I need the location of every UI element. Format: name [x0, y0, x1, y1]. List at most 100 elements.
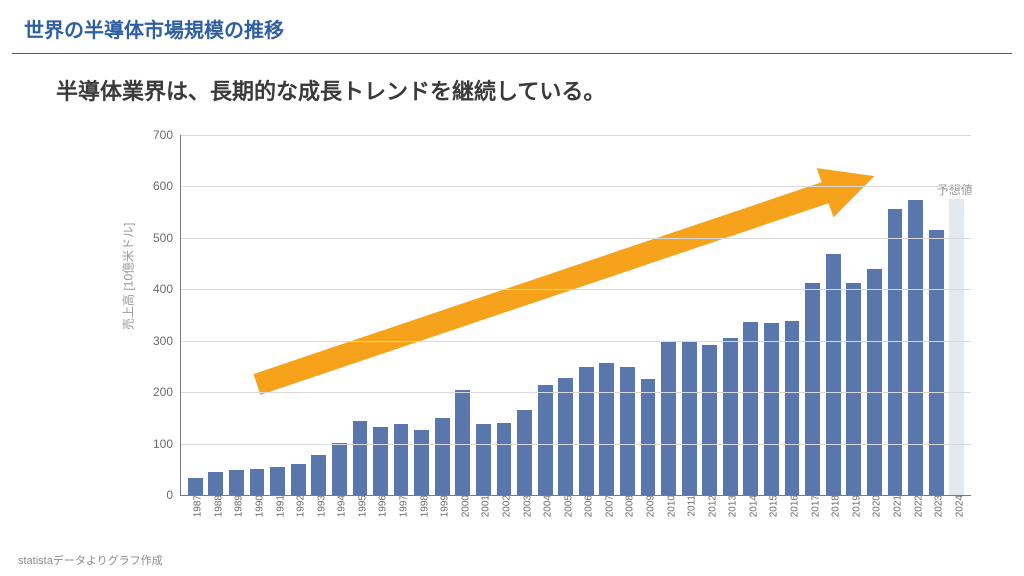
- gridline: [181, 238, 971, 239]
- plot-region: 1987198819891990199119921993199419951996…: [180, 135, 971, 496]
- xtick-label: 2003: [516, 495, 533, 517]
- bar-slot: 2018: [823, 135, 844, 495]
- xtick-label: 1998: [413, 495, 430, 517]
- ytick-label: 300: [153, 334, 181, 348]
- ytick-label: 100: [153, 437, 181, 451]
- xtick-label: 1993: [310, 495, 327, 517]
- gridline: [181, 186, 971, 187]
- bar-slot: 2005: [555, 135, 576, 495]
- bar-slot: 2007: [597, 135, 618, 495]
- bar: [641, 379, 656, 495]
- bar-slot: 2016: [782, 135, 803, 495]
- bar: [208, 472, 223, 495]
- gridline: [181, 392, 971, 393]
- bar-slot: 1989: [226, 135, 247, 495]
- gridline: [181, 289, 971, 290]
- xtick-label: 2000: [454, 495, 471, 517]
- bar: [373, 427, 388, 495]
- xtick-label: 1992: [290, 495, 307, 517]
- bar: [764, 323, 779, 495]
- bar-slot: 1992: [288, 135, 309, 495]
- bar-slot: 2002: [494, 135, 515, 495]
- bar: [888, 209, 903, 495]
- xtick-label: 2015: [763, 495, 780, 517]
- xtick-label: 2016: [784, 495, 801, 517]
- bar: [455, 390, 470, 495]
- xtick-label: 2007: [598, 495, 615, 517]
- bar: [743, 322, 758, 495]
- bar-slot: 2000: [453, 135, 474, 495]
- bar-slot: 2014: [741, 135, 762, 495]
- bar: [435, 418, 450, 495]
- xtick-label: 2018: [825, 495, 842, 517]
- bar-slot: 1994: [329, 135, 350, 495]
- bar-slot: 2019: [844, 135, 865, 495]
- bar: [846, 283, 861, 495]
- bar: [723, 338, 738, 495]
- bar-slot: 1998: [411, 135, 432, 495]
- xtick-label: 2004: [537, 495, 554, 517]
- xtick-label: 2009: [640, 495, 657, 517]
- bar: [599, 363, 614, 495]
- slide-root: 世界の半導体市場規模の推移 半導体業界は、長期的な成長トレンドを継続している。 …: [0, 0, 1024, 576]
- bar: [497, 423, 512, 496]
- bar: [188, 478, 203, 495]
- ytick-label: 200: [153, 385, 181, 399]
- bar: [229, 470, 244, 495]
- xtick-label: 1995: [351, 495, 368, 517]
- bar-slot: 1988: [206, 135, 227, 495]
- xtick-label: 1988: [207, 495, 224, 517]
- bar: [908, 200, 923, 495]
- bar: [579, 367, 594, 495]
- ytick-label: 700: [153, 128, 181, 142]
- bar-slot: 2010: [658, 135, 679, 495]
- xtick-label: 2002: [495, 495, 512, 517]
- bar-slot: 2017: [802, 135, 823, 495]
- xtick-label: 2020: [866, 495, 883, 517]
- bar: [682, 341, 697, 495]
- bar-slot: 2001: [473, 135, 494, 495]
- xtick-label: 2019: [845, 495, 862, 517]
- bars-container: 1987198819891990199119921993199419951996…: [181, 135, 971, 495]
- gridline: [181, 341, 971, 342]
- subtitle: 半導体業界は、長期的な成長トレンドを継続している。: [0, 54, 1024, 106]
- bar-slot: 1987: [185, 135, 206, 495]
- bar: [476, 424, 491, 495]
- xtick-label: 1987: [187, 495, 204, 517]
- bar-slot: 1999: [432, 135, 453, 495]
- bar: [291, 464, 306, 495]
- bar-slot: 2008: [617, 135, 638, 495]
- ytick-label: 400: [153, 282, 181, 296]
- bar-slot: 2013: [720, 135, 741, 495]
- bar-slot: 2020: [864, 135, 885, 495]
- xtick-label: 1994: [331, 495, 348, 517]
- xtick-label: 2005: [557, 495, 574, 517]
- page-title: 世界の半導体市場規模の推移: [24, 14, 1000, 43]
- bar: [250, 469, 265, 495]
- xtick-label: 2006: [578, 495, 595, 517]
- ytick-label: 0: [166, 488, 181, 502]
- xtick-label: 2024: [948, 495, 965, 517]
- xtick-label: 2001: [475, 495, 492, 517]
- gridline: [181, 135, 971, 136]
- xtick-label: 2011: [681, 495, 698, 517]
- bar-slot: 2006: [576, 135, 597, 495]
- bar-slot: 2021: [885, 135, 906, 495]
- bar-slot: 1995: [350, 135, 371, 495]
- bar: [949, 199, 964, 495]
- xtick-label: 1999: [434, 495, 451, 517]
- xtick-label: 1990: [249, 495, 266, 517]
- xtick-label: 2017: [804, 495, 821, 517]
- bar: [661, 342, 676, 495]
- ytick-label: 500: [153, 231, 181, 245]
- bar: [311, 455, 326, 495]
- bar: [620, 367, 635, 495]
- bar-slot: 1996: [370, 135, 391, 495]
- chart-area: 売上高 [10億米ドル] 198719881989199019911992199…: [120, 135, 980, 525]
- xtick-label: 1997: [393, 495, 410, 517]
- xtick-label: 2013: [722, 495, 739, 517]
- bar: [785, 321, 800, 495]
- xtick-label: 1996: [372, 495, 389, 517]
- xtick-label: 1991: [269, 495, 286, 517]
- bar-slot: 2015: [761, 135, 782, 495]
